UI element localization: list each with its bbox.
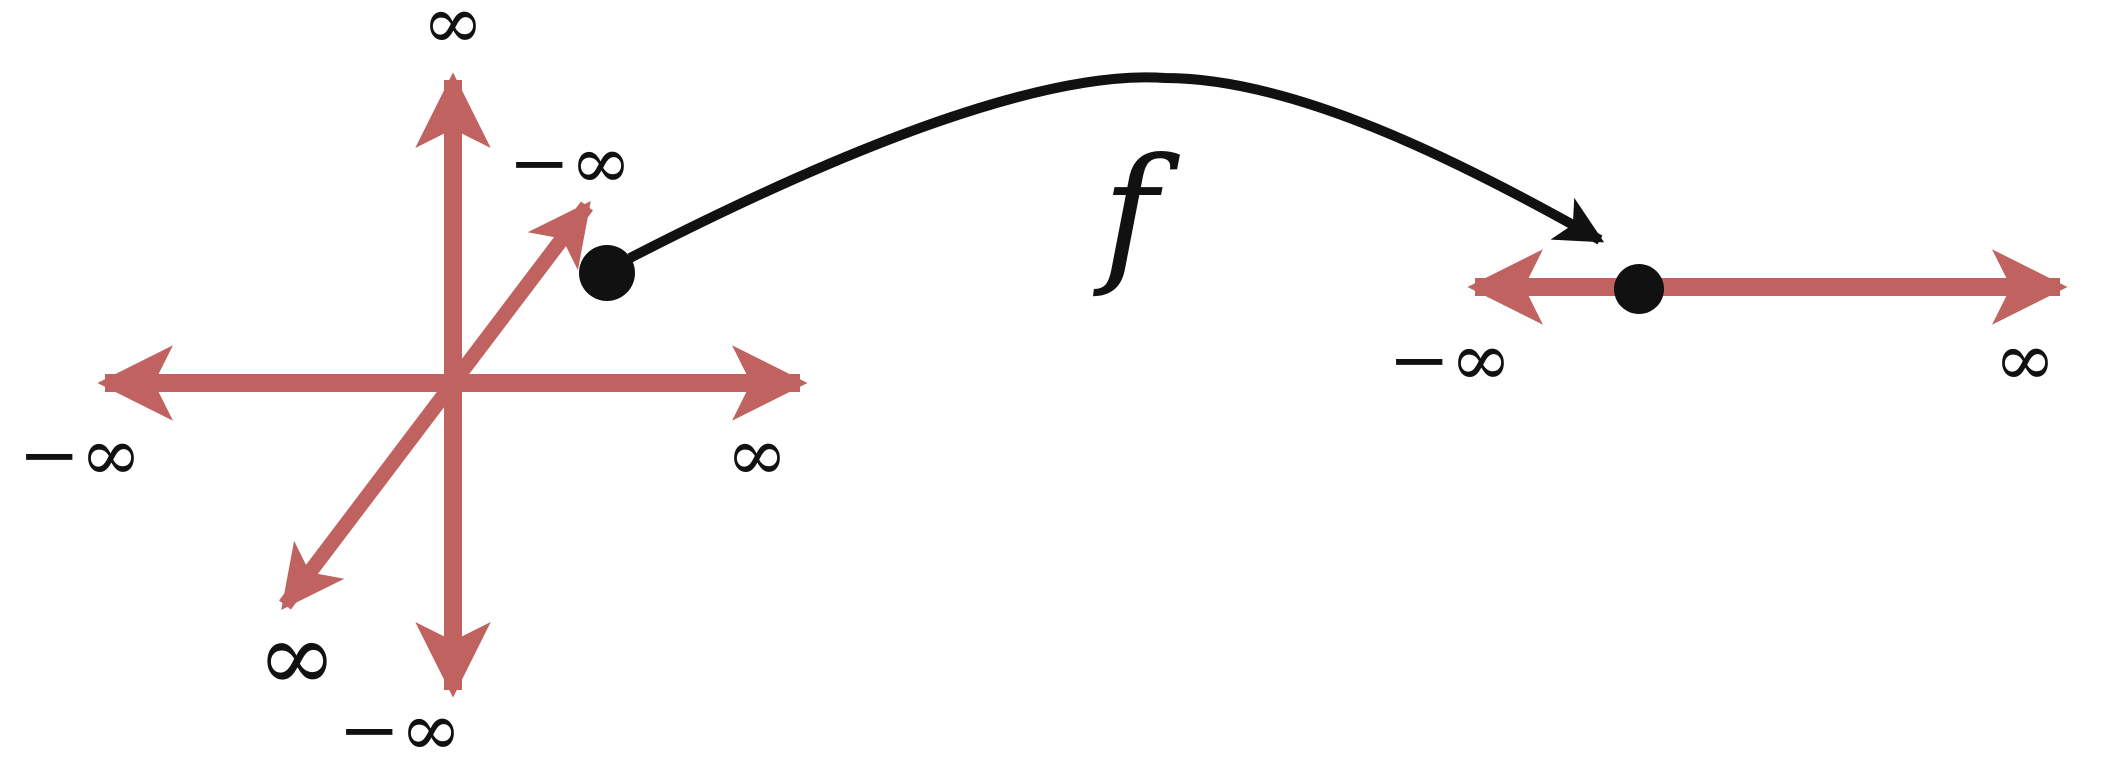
z-axis-positive-arrow	[447, 200, 593, 388]
y-negative-infinity-label: −∞	[338, 687, 462, 761]
line-positive-infinity-label: ∞	[1994, 317, 2056, 403]
function-mapping-arrow	[627, 72, 1605, 263]
z-negative-infinity-label: ∞	[257, 601, 337, 713]
codomain-point	[1614, 264, 1664, 314]
x-negative-infinity-label: −∞	[18, 412, 142, 498]
z-axis-negative-arrow	[279, 378, 459, 611]
x-positive-infinity-label: ∞	[726, 412, 788, 498]
z-positive-infinity-label: −∞	[508, 120, 632, 206]
domain-point	[579, 245, 635, 301]
y-positive-infinity-label: ∞	[422, 0, 484, 66]
function-label: f	[1092, 127, 1180, 301]
domain-axes	[97, 72, 808, 698]
line-negative-infinity-label: −∞	[1388, 317, 1512, 403]
